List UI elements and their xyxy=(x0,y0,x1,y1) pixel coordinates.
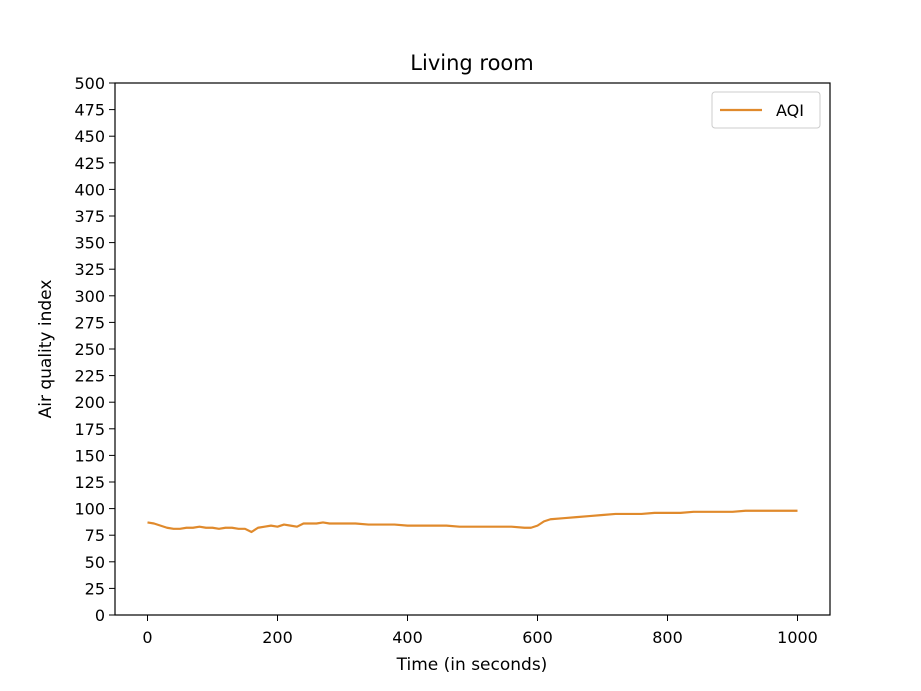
y-tick-label: 325 xyxy=(74,260,105,279)
y-tick-label: 0 xyxy=(95,606,105,625)
y-tick-label: 500 xyxy=(74,74,105,93)
x-tick-label: 200 xyxy=(262,628,293,647)
x-axis: 0 200 400 600 800 1000 xyxy=(142,615,818,647)
x-tick-label: 400 xyxy=(392,628,423,647)
y-tick-label: 200 xyxy=(74,393,105,412)
y-axis: 0 25 50 75 100 125 150 175 200 225 250 275 300 325 350… xyxy=(74,74,115,625)
legend-box xyxy=(711,91,821,129)
y-tick-label: 400 xyxy=(74,180,105,199)
y-tick-label: 100 xyxy=(74,500,105,519)
y-tick-label: 375 xyxy=(74,207,105,226)
y-tick-label: 450 xyxy=(74,127,105,146)
y-tick-label: 300 xyxy=(74,287,105,306)
y-axis-label: Air quality index xyxy=(36,280,56,419)
chart-title: Living room xyxy=(410,51,533,75)
y-tick-label: 275 xyxy=(74,313,105,332)
x-tick-label: 600 xyxy=(522,628,553,647)
x-tick-label: 0 xyxy=(142,628,152,647)
y-tick-label: 425 xyxy=(74,154,105,173)
y-tick-label: 475 xyxy=(74,101,105,120)
y-tick-label: 250 xyxy=(74,340,105,359)
y-tick-label: 75 xyxy=(85,526,105,545)
x-tick-label: 1000 xyxy=(777,628,818,647)
x-axis-label: Time (in seconds) xyxy=(396,655,548,675)
y-tick-label: 125 xyxy=(74,473,105,492)
y-tick-label: 175 xyxy=(74,420,105,439)
plot-area xyxy=(147,509,798,534)
series-line-aqi xyxy=(147,509,798,534)
y-tick-label: 50 xyxy=(85,553,105,572)
legend-label-aqi: AQI xyxy=(776,101,804,120)
y-tick-label: 150 xyxy=(74,446,105,465)
x-tick-label: 800 xyxy=(652,628,683,647)
legend: AQI xyxy=(711,91,821,129)
y-tick-label: 350 xyxy=(74,234,105,253)
y-tick-label: 225 xyxy=(74,367,105,386)
y-tick-label: 25 xyxy=(85,579,105,598)
